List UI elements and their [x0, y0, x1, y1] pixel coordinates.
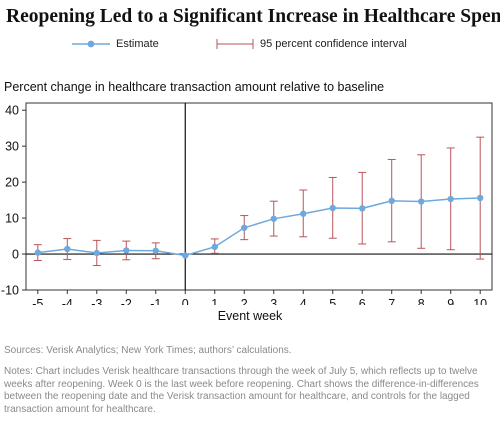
data-point-estimate [270, 215, 277, 222]
data-point-estimate [152, 247, 159, 255]
legend-item-ci: 95 percent confidence interval [216, 38, 407, 50]
x-axis-label: Event week [217, 309, 283, 323]
legend-estimate-label: Estimate [116, 38, 159, 50]
data-point-estimate [182, 252, 189, 259]
x-tick-label: -2 [121, 297, 132, 305]
notes-text: Notes: Chart includes Verisk healthcare … [4, 366, 479, 415]
data-point-estimate [241, 224, 248, 231]
data-point-estimate [123, 247, 130, 254]
x-tick-label: 10 [473, 297, 487, 305]
data-point-estimate [447, 195, 454, 203]
data-point-estimate [418, 198, 425, 205]
x-tick-label: 5 [329, 297, 336, 305]
x-tick-label: 0 [182, 297, 189, 305]
legend-item-estimate: Estimate [72, 38, 159, 50]
y-axis-label: Percent change in healthcare transaction… [4, 80, 385, 94]
x-tick-label: -1 [150, 297, 161, 305]
data-point-estimate [300, 210, 307, 217]
data-point-estimate [359, 205, 366, 212]
y-tick-label: 10 [5, 212, 19, 226]
legend-ci-marker [216, 39, 254, 49]
sources-text: Sources: Verisk Analytics; New York Time… [4, 345, 292, 356]
legend-ci-label: 95 percent confidence interval [260, 38, 407, 50]
data-point-estimate [388, 197, 395, 205]
data-point-estimate [329, 204, 336, 212]
x-tick-label: 8 [418, 297, 425, 305]
y-tick-label: 30 [5, 140, 19, 154]
x-tick-label: 2 [241, 297, 248, 305]
data-point-estimate [93, 249, 100, 257]
x-tick-label: -3 [91, 297, 102, 305]
y-tick-label: 0 [12, 248, 19, 262]
x-tick-label: 1 [211, 297, 218, 305]
data-point-estimate [477, 194, 484, 202]
x-tick-label: 7 [388, 297, 395, 305]
y-tick-label: 20 [5, 176, 19, 190]
x-tick-label: -5 [32, 297, 43, 305]
plot-frame [25, 102, 493, 291]
legend: Estimate 95 percent confidence interval [0, 38, 500, 58]
x-tick-label: 3 [270, 297, 277, 305]
data-point-estimate [64, 245, 71, 253]
x-tick-label: 6 [359, 297, 366, 305]
data-point-estimate [34, 249, 41, 256]
y-tick-label: 40 [5, 104, 19, 118]
x-tick-label: 4 [300, 297, 307, 305]
x-tick-label: -4 [62, 297, 73, 305]
y-tick-label: -10 [1, 284, 19, 298]
data-point-estimate [211, 243, 218, 251]
x-tick-label: 9 [447, 297, 454, 305]
legend-estimate-marker [72, 40, 110, 48]
series-line-estimate [37, 197, 481, 257]
chart-title: Reopening Led to a Significant Increase … [6, 6, 500, 27]
